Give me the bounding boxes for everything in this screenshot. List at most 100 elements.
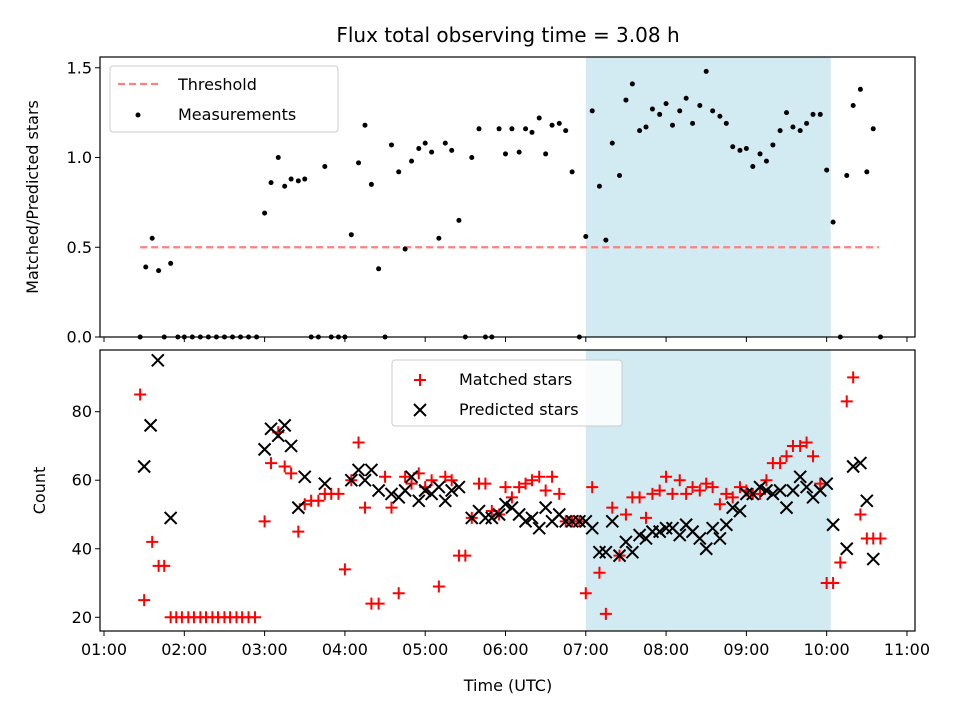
top-x-ticks [103, 337, 908, 342]
measurement-point [844, 172, 850, 178]
measurement-point [523, 126, 529, 132]
predicted-star-point [733, 504, 747, 518]
measurement-point [629, 81, 635, 87]
matched-star-point [332, 487, 345, 500]
top-y-ticks: 0.0 0.5 1.0 1.5 [67, 58, 100, 347]
measurement-point [784, 110, 790, 116]
predicted-star-point [358, 473, 372, 487]
predicted-star-point [612, 548, 627, 563]
predicted-star-point [705, 521, 720, 535]
measurement-point [416, 146, 422, 152]
matched-star-point [138, 594, 151, 607]
predicted-star-point [625, 545, 640, 559]
measurement-point [569, 169, 575, 175]
matched-star-point [646, 487, 659, 500]
predicted-star-point [538, 500, 553, 515]
top-y-tick-label: 1.0 [67, 148, 92, 167]
predicted-star-point [846, 459, 860, 474]
matched-star-point [633, 491, 646, 504]
measurement-point [683, 95, 689, 101]
matched-star-point [425, 474, 438, 487]
predicted-star-point [478, 511, 493, 525]
bottom-y-tick-label: 80 [72, 402, 92, 421]
matched-star-point [706, 481, 719, 494]
predicted-star-point [619, 535, 633, 549]
measurement-point [797, 128, 803, 134]
predicted-star-point [592, 545, 607, 559]
matched-star-point [700, 477, 713, 490]
measurement-point [717, 113, 723, 119]
bottom-y-tick-label: 20 [72, 608, 92, 627]
matched-star-point [726, 491, 739, 504]
predicted-star-point [485, 511, 499, 525]
predicted-star-point [840, 542, 854, 556]
matched-star-point [599, 607, 612, 620]
measurement-point [449, 147, 455, 153]
measurement-point [348, 232, 354, 238]
matched-star-point [146, 535, 159, 548]
matched-star-point [505, 491, 518, 504]
matched-star-point [680, 487, 693, 500]
matched-star-point [640, 511, 653, 524]
predicted-star-point [699, 542, 713, 556]
matched-star-point [292, 525, 305, 538]
predicted-star-point [652, 524, 667, 539]
bottom-marks [134, 353, 887, 624]
predicted-star-point [853, 456, 868, 470]
predicted-star-point [605, 514, 619, 529]
measurement-point [657, 111, 663, 117]
top-legend-box [109, 65, 339, 133]
measurement-point [757, 151, 763, 157]
bottom-shaded-region [585, 350, 831, 631]
matched-star-point [693, 484, 706, 497]
matched-star-point [840, 395, 853, 408]
matched-star-point [352, 436, 365, 449]
predicted-star-point [364, 463, 379, 477]
measurement-point [850, 102, 856, 108]
matched-star-point [800, 436, 813, 449]
bottom-x-tick-label: 11:00 [884, 640, 930, 659]
matched-star-point [513, 481, 526, 494]
measurement-point [690, 120, 696, 126]
bottom-x-tick-label: 04:00 [322, 640, 368, 659]
measurement-point [723, 120, 729, 126]
matched-star-point [834, 556, 847, 569]
matched-star-point [686, 481, 699, 494]
predicted-star-point [786, 483, 800, 498]
predicted-star-point [271, 428, 285, 443]
measurement-point [149, 235, 155, 241]
matched-star-point [278, 460, 291, 473]
top-panel: 0.0 0.5 1.0 1.5 Matched/Predicted stars Thr… [23, 56, 916, 347]
measurement-point [356, 160, 362, 166]
legend-threshold-label: Threshold [177, 75, 257, 94]
predicted-star-point [773, 483, 787, 498]
measurement-point [543, 151, 549, 157]
bottom-x-tick-label: 02:00 [161, 640, 207, 659]
predicted-star-point [318, 476, 332, 491]
measurement-point [777, 128, 783, 134]
legend-measurements-label: Measurements [178, 105, 296, 124]
matched-star-point [653, 484, 666, 497]
measurement-point [268, 180, 274, 186]
predicted-star-point [793, 470, 807, 484]
measurement-point [763, 158, 769, 164]
predicted-star-point [291, 500, 306, 515]
predicted-star-point [585, 521, 599, 535]
matched-star-point [847, 371, 860, 384]
predicted-star-point [713, 531, 727, 546]
matched-star-point [479, 477, 492, 490]
measurement-point [730, 144, 736, 150]
matched-star-point [660, 470, 673, 483]
matched-star-point [807, 450, 820, 463]
measurement-point [824, 167, 830, 173]
top-y-tick-label: 0.5 [67, 238, 92, 257]
matched-star-point [579, 587, 592, 600]
predicted-star-point [163, 511, 178, 525]
measurement-point [697, 102, 703, 108]
predicted-star-point [432, 480, 446, 494]
predicted-star-point [444, 483, 459, 498]
measurement-point [583, 233, 589, 239]
predicted-star-point [151, 353, 165, 367]
matched-star-point [248, 611, 261, 624]
predicted-star-point [384, 487, 399, 501]
